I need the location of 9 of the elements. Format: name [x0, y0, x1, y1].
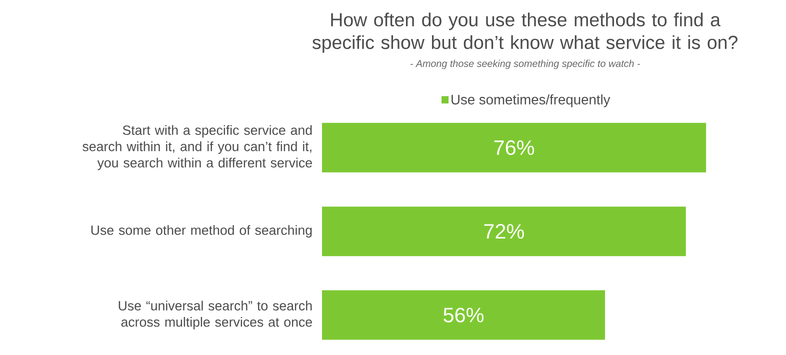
y-tick-label: Start with a specific service and search within it, and if you can’t find it, you search within a different service	[82, 125, 312, 170]
data-label: 56%	[444, 308, 484, 323]
data-label: 72%	[484, 224, 524, 239]
y-tick-label: Use some other method of searching	[91, 225, 312, 238]
legend-label: Use sometimes/frequently	[452, 94, 610, 108]
chart-title: How often do you use these methods to find a specific show but don’t know what service it is on?	[312, 12, 738, 53]
chart-subtitle: - Among those seeking something specific to watch -	[410, 60, 640, 70]
y-tick-label: Use “universal search” to search across multiple services at once	[118, 300, 312, 330]
data-label: 76%	[494, 140, 534, 156]
